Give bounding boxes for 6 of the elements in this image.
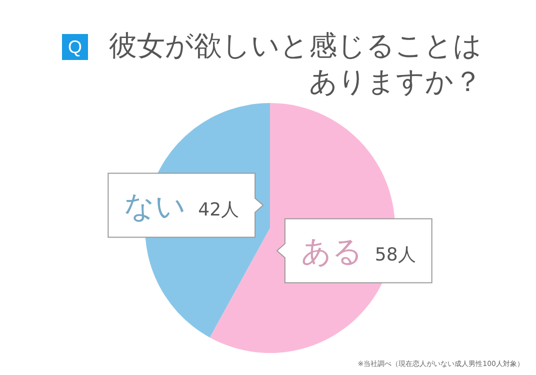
chart-title: 彼女が欲しいと感じることはありますか？ [108,28,482,100]
data-label: 42人 [198,199,240,220]
slice-label: ある [300,234,363,270]
slice-label: ない [124,189,186,224]
data-label: 58人 [374,244,416,266]
text: Q [62,34,88,60]
